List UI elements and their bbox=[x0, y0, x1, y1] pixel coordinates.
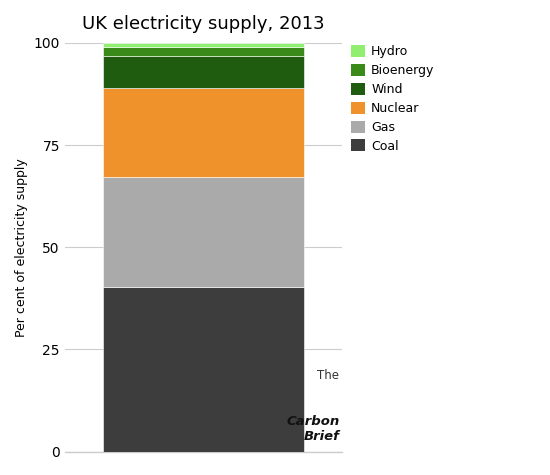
Y-axis label: Per cent of electricity supply: Per cent of electricity supply bbox=[15, 158, 28, 337]
Title: UK electricity supply, 2013: UK electricity supply, 2013 bbox=[82, 15, 324, 33]
Bar bbox=[103, 177, 304, 287]
Bar bbox=[103, 47, 304, 56]
Legend: Hydro, Bioenergy, Wind, Nuclear, Gas, Coal: Hydro, Bioenergy, Wind, Nuclear, Gas, Co… bbox=[351, 45, 435, 152]
Bar bbox=[103, 43, 304, 47]
Text: Carbon
Brief: Carbon Brief bbox=[286, 415, 339, 443]
Bar bbox=[103, 287, 304, 452]
Bar bbox=[103, 56, 304, 88]
Bar bbox=[103, 88, 304, 177]
Text: The: The bbox=[317, 369, 339, 382]
